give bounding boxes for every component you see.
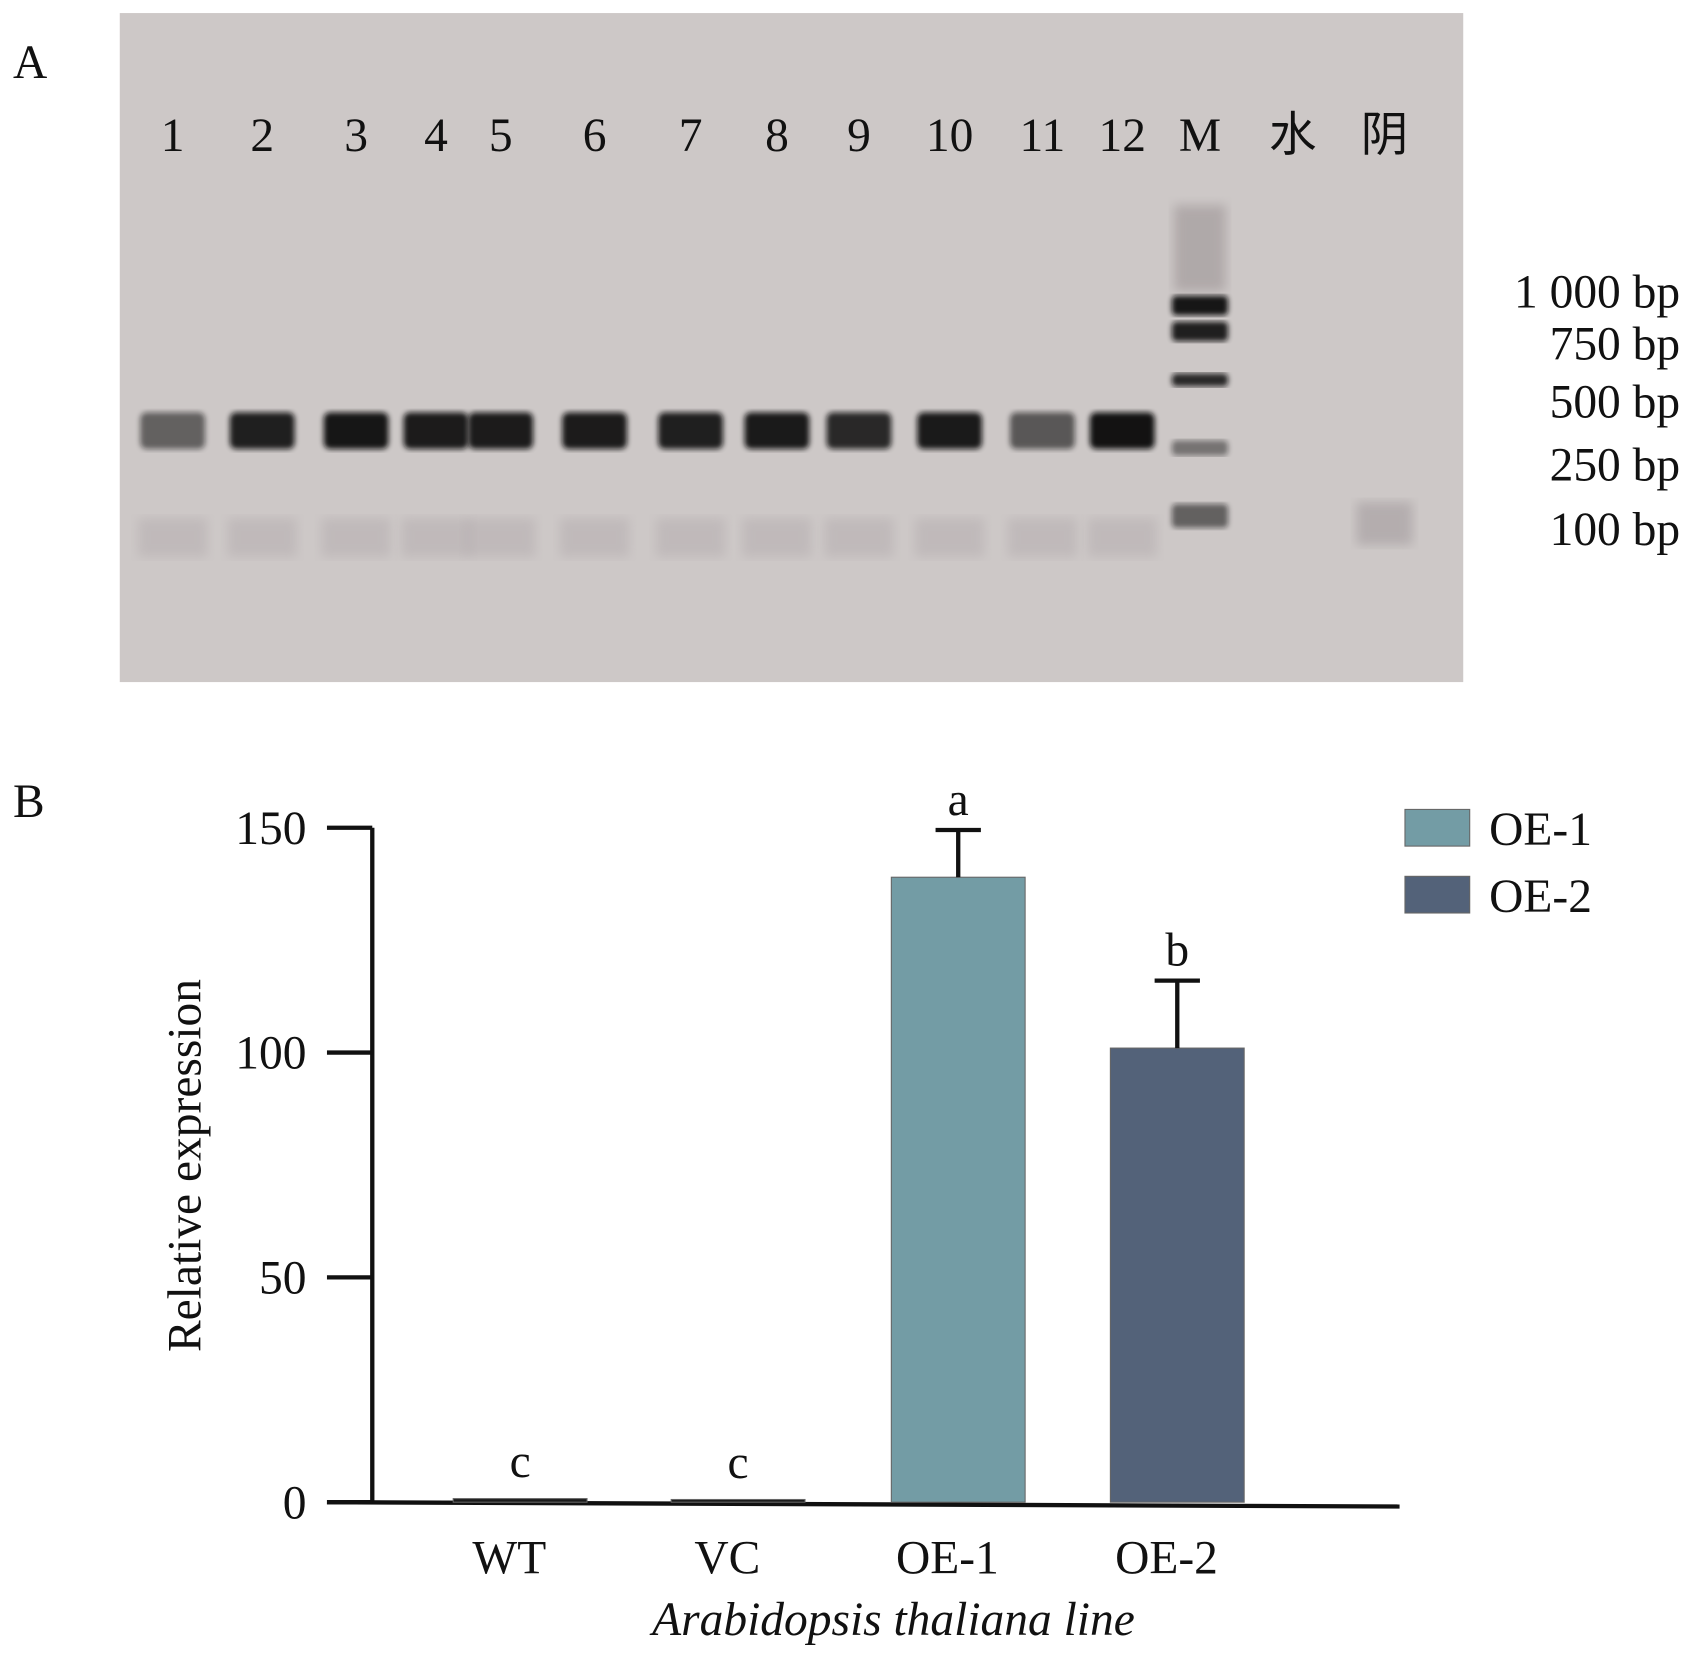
pcr-band: [229, 412, 295, 450]
lane-label: 阴: [1361, 110, 1408, 162]
lane-label: 12: [1099, 110, 1146, 162]
marker-band: [1171, 295, 1228, 316]
lane-label: 3: [344, 110, 368, 162]
pcr-band: [826, 412, 892, 450]
lane-labels: 1 2 3 4 5 6 7 8 9 10 11 12 M 水阴: [161, 110, 1408, 162]
x-axis-line: [326, 1500, 1400, 1509]
legend: OE-1 OE-2: [1404, 804, 1592, 923]
pcr-band: [323, 412, 389, 450]
primer-dimer-smear: [321, 518, 391, 557]
x-tick-label: OE-2: [1115, 1532, 1218, 1584]
pcr-band: [403, 412, 469, 450]
legend-label: OE-1: [1489, 804, 1592, 856]
significance-letter: c: [728, 1437, 749, 1489]
pcr-band: [140, 412, 206, 450]
y-tick-label: 100: [235, 1028, 306, 1080]
panel-a-label: A: [13, 37, 47, 89]
gel-bands: [138, 205, 1413, 557]
pcr-band: [658, 412, 723, 450]
marker-size-label: 1 000 bp: [1514, 267, 1680, 319]
x-tick-label: OE-1: [896, 1532, 999, 1584]
lane-label: 1: [161, 110, 185, 162]
marker-size-label: 500 bp: [1550, 377, 1681, 429]
lane-label: 水: [1269, 110, 1316, 162]
x-tick-label: VC: [694, 1532, 760, 1584]
x-axis-label: Arabidopsis thaliana line: [649, 1594, 1135, 1646]
marker-band: [1171, 321, 1228, 342]
primer-dimer-smear: [824, 518, 894, 557]
bar-oe-1: [890, 876, 1026, 1503]
significance-letter: c: [510, 1436, 531, 1488]
lane-label: 2: [250, 110, 274, 162]
gel-image: [119, 13, 1464, 683]
y-tick-label: 50: [259, 1253, 306, 1305]
primer-dimer-smear: [138, 518, 208, 557]
lane-label: 4: [424, 110, 448, 162]
lane-label: 8: [765, 110, 789, 162]
pcr-band: [562, 412, 627, 450]
primer-dimer-smear: [401, 518, 471, 557]
legend-label: OE-2: [1489, 871, 1592, 923]
negative-control-smear: [1356, 501, 1413, 546]
lane-label: 10: [926, 110, 973, 162]
primer-dimer-smear: [742, 518, 812, 557]
lane-label: 6: [583, 110, 607, 162]
marker-size-label: 250 bp: [1550, 439, 1681, 491]
significance-letter: a: [948, 774, 969, 826]
bar-oe-2: [1109, 1047, 1245, 1503]
primer-dimer-smear: [466, 518, 536, 557]
pcr-band: [917, 412, 982, 450]
bar-chart: 0 50 100 150 c WT c VC a OE-1 b OE-2: [235, 774, 1400, 1584]
marker-band: [1171, 440, 1228, 456]
primer-dimer-smear: [227, 518, 297, 557]
lane-label: 7: [679, 110, 703, 162]
lane-label: M: [1179, 110, 1221, 162]
lane-label: 11: [1020, 110, 1066, 162]
primer-dimer-smear: [656, 518, 726, 557]
x-tick-label: WT: [472, 1532, 546, 1584]
y-tick-label: 150: [235, 803, 306, 855]
marker-band: [1171, 373, 1228, 387]
pcr-band: [744, 412, 810, 450]
lane-label: 5: [489, 110, 513, 162]
primer-dimer-smear: [1087, 518, 1157, 557]
y-tick-label: 0: [283, 1477, 307, 1529]
significance-letter: b: [1165, 925, 1189, 977]
marker-size-label: 100 bp: [1550, 504, 1681, 556]
pcr-band: [1089, 412, 1155, 450]
primer-dimer-smear: [1007, 518, 1077, 557]
bar-wt: [452, 1498, 588, 1503]
y-axis-label: Relative expression: [160, 979, 212, 1352]
pcr-band: [1010, 412, 1075, 450]
pcr-band: [468, 412, 534, 450]
marker-smear: [1174, 205, 1226, 292]
lane-label: 9: [847, 110, 871, 162]
marker-size-label: 750 bp: [1550, 318, 1681, 370]
primer-dimer-smear: [560, 518, 630, 557]
legend-swatch: [1404, 875, 1471, 914]
marker-band: [1171, 504, 1228, 528]
legend-swatch: [1404, 808, 1471, 847]
panel-b-label: B: [13, 776, 45, 828]
bar-vc: [670, 1498, 806, 1503]
primer-dimer-smear: [915, 518, 985, 557]
